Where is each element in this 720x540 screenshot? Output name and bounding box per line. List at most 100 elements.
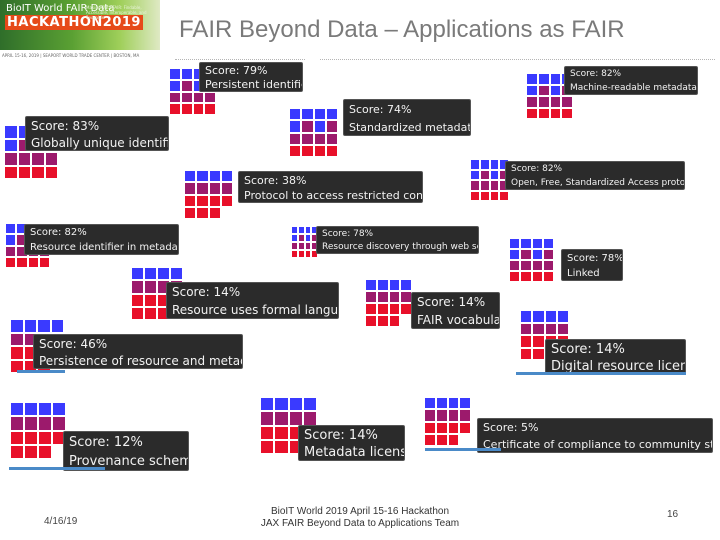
grid-cell <box>436 434 447 445</box>
score-label: Score: 79% Persistent identifier <box>199 62 303 92</box>
grid-cell <box>527 108 537 118</box>
score-value: Score: 38% <box>244 174 307 187</box>
grid-cell <box>550 97 561 107</box>
grid-cell <box>305 227 311 233</box>
grid-cell <box>181 104 192 114</box>
score-value: Score: 82% <box>511 164 563 174</box>
footer-line-1: BioIT World 2019 April 15-16 Hackathon <box>270 506 450 517</box>
grid-cell <box>538 97 549 107</box>
grid-cell <box>5 139 17 151</box>
grid-cell <box>377 292 388 302</box>
grid-cell <box>538 74 549 84</box>
score-underline <box>516 372 686 375</box>
grid-cell <box>5 153 17 165</box>
grid-cell <box>181 69 192 79</box>
grid-cell <box>480 170 489 179</box>
grid-cell <box>532 250 542 259</box>
grid-cell <box>543 272 553 281</box>
grid-cell <box>193 80 204 91</box>
grid-cell <box>298 235 304 241</box>
grid-cell <box>521 250 531 259</box>
grid-cell <box>11 403 23 416</box>
grid-cell <box>6 246 16 256</box>
grid-cell <box>389 304 400 314</box>
grid-cell <box>510 250 520 259</box>
grid-cell <box>32 166 44 178</box>
score-grid-icon <box>366 280 411 326</box>
grid-cell <box>24 360 36 372</box>
grid-cell <box>401 304 411 314</box>
grid-cell <box>401 280 411 290</box>
grid-cell <box>425 410 435 421</box>
score-label: Score: 82% Resource identifier in metadat… <box>24 224 179 255</box>
grid-cell <box>312 251 317 257</box>
grid-cell <box>480 160 489 169</box>
score-underline <box>9 467 105 470</box>
grid-cell <box>302 109 313 120</box>
grid-cell <box>314 145 325 156</box>
score-value: Score: 82% <box>30 227 87 238</box>
score-value: Score: 78% <box>567 253 623 264</box>
grid-cell <box>25 445 37 458</box>
grid-cell <box>401 292 411 302</box>
score-grid-icon <box>292 227 317 257</box>
grid-cell <box>45 166 57 178</box>
grid-cell <box>193 69 204 79</box>
grid-cell <box>500 191 508 200</box>
grid-cell <box>533 348 544 359</box>
grid-cell <box>533 311 544 322</box>
grid-cell <box>302 121 313 132</box>
grid-cell <box>314 133 325 144</box>
grid-cell <box>6 224 16 234</box>
grid-cell <box>527 74 537 84</box>
logo-line-1: BioIT World FAIR Data <box>6 3 115 14</box>
grid-cell <box>545 323 556 334</box>
grid-cell <box>197 195 208 206</box>
grid-cell <box>557 311 568 322</box>
grid-cell <box>170 69 180 79</box>
grid-cell <box>401 316 411 326</box>
grid-cell <box>289 412 302 425</box>
score-label: Score: 74% Standardized metadata <box>343 99 471 136</box>
grid-cell <box>290 109 301 120</box>
grid-cell <box>53 417 65 430</box>
grid-cell <box>326 133 337 144</box>
grid-cell <box>532 261 542 270</box>
grid-cell <box>209 171 220 182</box>
grid-cell <box>51 320 63 332</box>
score-label: Score: 14% Resource uses formal language <box>166 282 339 319</box>
grid-cell <box>510 272 520 281</box>
score-criterion-name: Provenance scheme <box>69 454 189 469</box>
grid-cell <box>550 108 561 118</box>
grid-cell <box>197 183 208 194</box>
score-grid-icon <box>527 74 572 118</box>
score-criterion-name: Persistence of resource and metadata <box>39 353 242 368</box>
grid-cell <box>314 121 325 132</box>
grid-cell <box>6 257 16 267</box>
grid-cell <box>305 235 311 241</box>
grid-cell <box>185 171 196 182</box>
grid-cell <box>521 261 531 270</box>
score-criterion-name: Open, Free, Standardized Access protocol <box>511 177 685 188</box>
grid-cell <box>185 207 196 218</box>
grid-cell <box>302 145 313 156</box>
score-value: Score: 5% <box>483 421 539 434</box>
grid-cell <box>209 195 220 206</box>
score-label: Score: 12% Provenance scheme <box>63 431 189 471</box>
score-value: Score: 82% <box>570 69 622 79</box>
grid-cell <box>460 422 470 433</box>
score-criterion-name: FAIR vocabulary <box>417 312 499 327</box>
grid-cell <box>326 109 337 120</box>
grid-cell <box>314 109 325 120</box>
grid-cell <box>145 268 156 280</box>
grid-cell <box>377 280 388 290</box>
grid-cell <box>32 153 44 165</box>
grid-cell <box>38 320 50 332</box>
grid-cell <box>500 181 508 190</box>
score-underline <box>17 370 65 373</box>
title-divider-left <box>175 59 305 60</box>
grid-cell <box>303 398 316 411</box>
grid-cell <box>290 133 301 144</box>
grid-cell <box>480 181 489 190</box>
grid-cell <box>389 280 400 290</box>
